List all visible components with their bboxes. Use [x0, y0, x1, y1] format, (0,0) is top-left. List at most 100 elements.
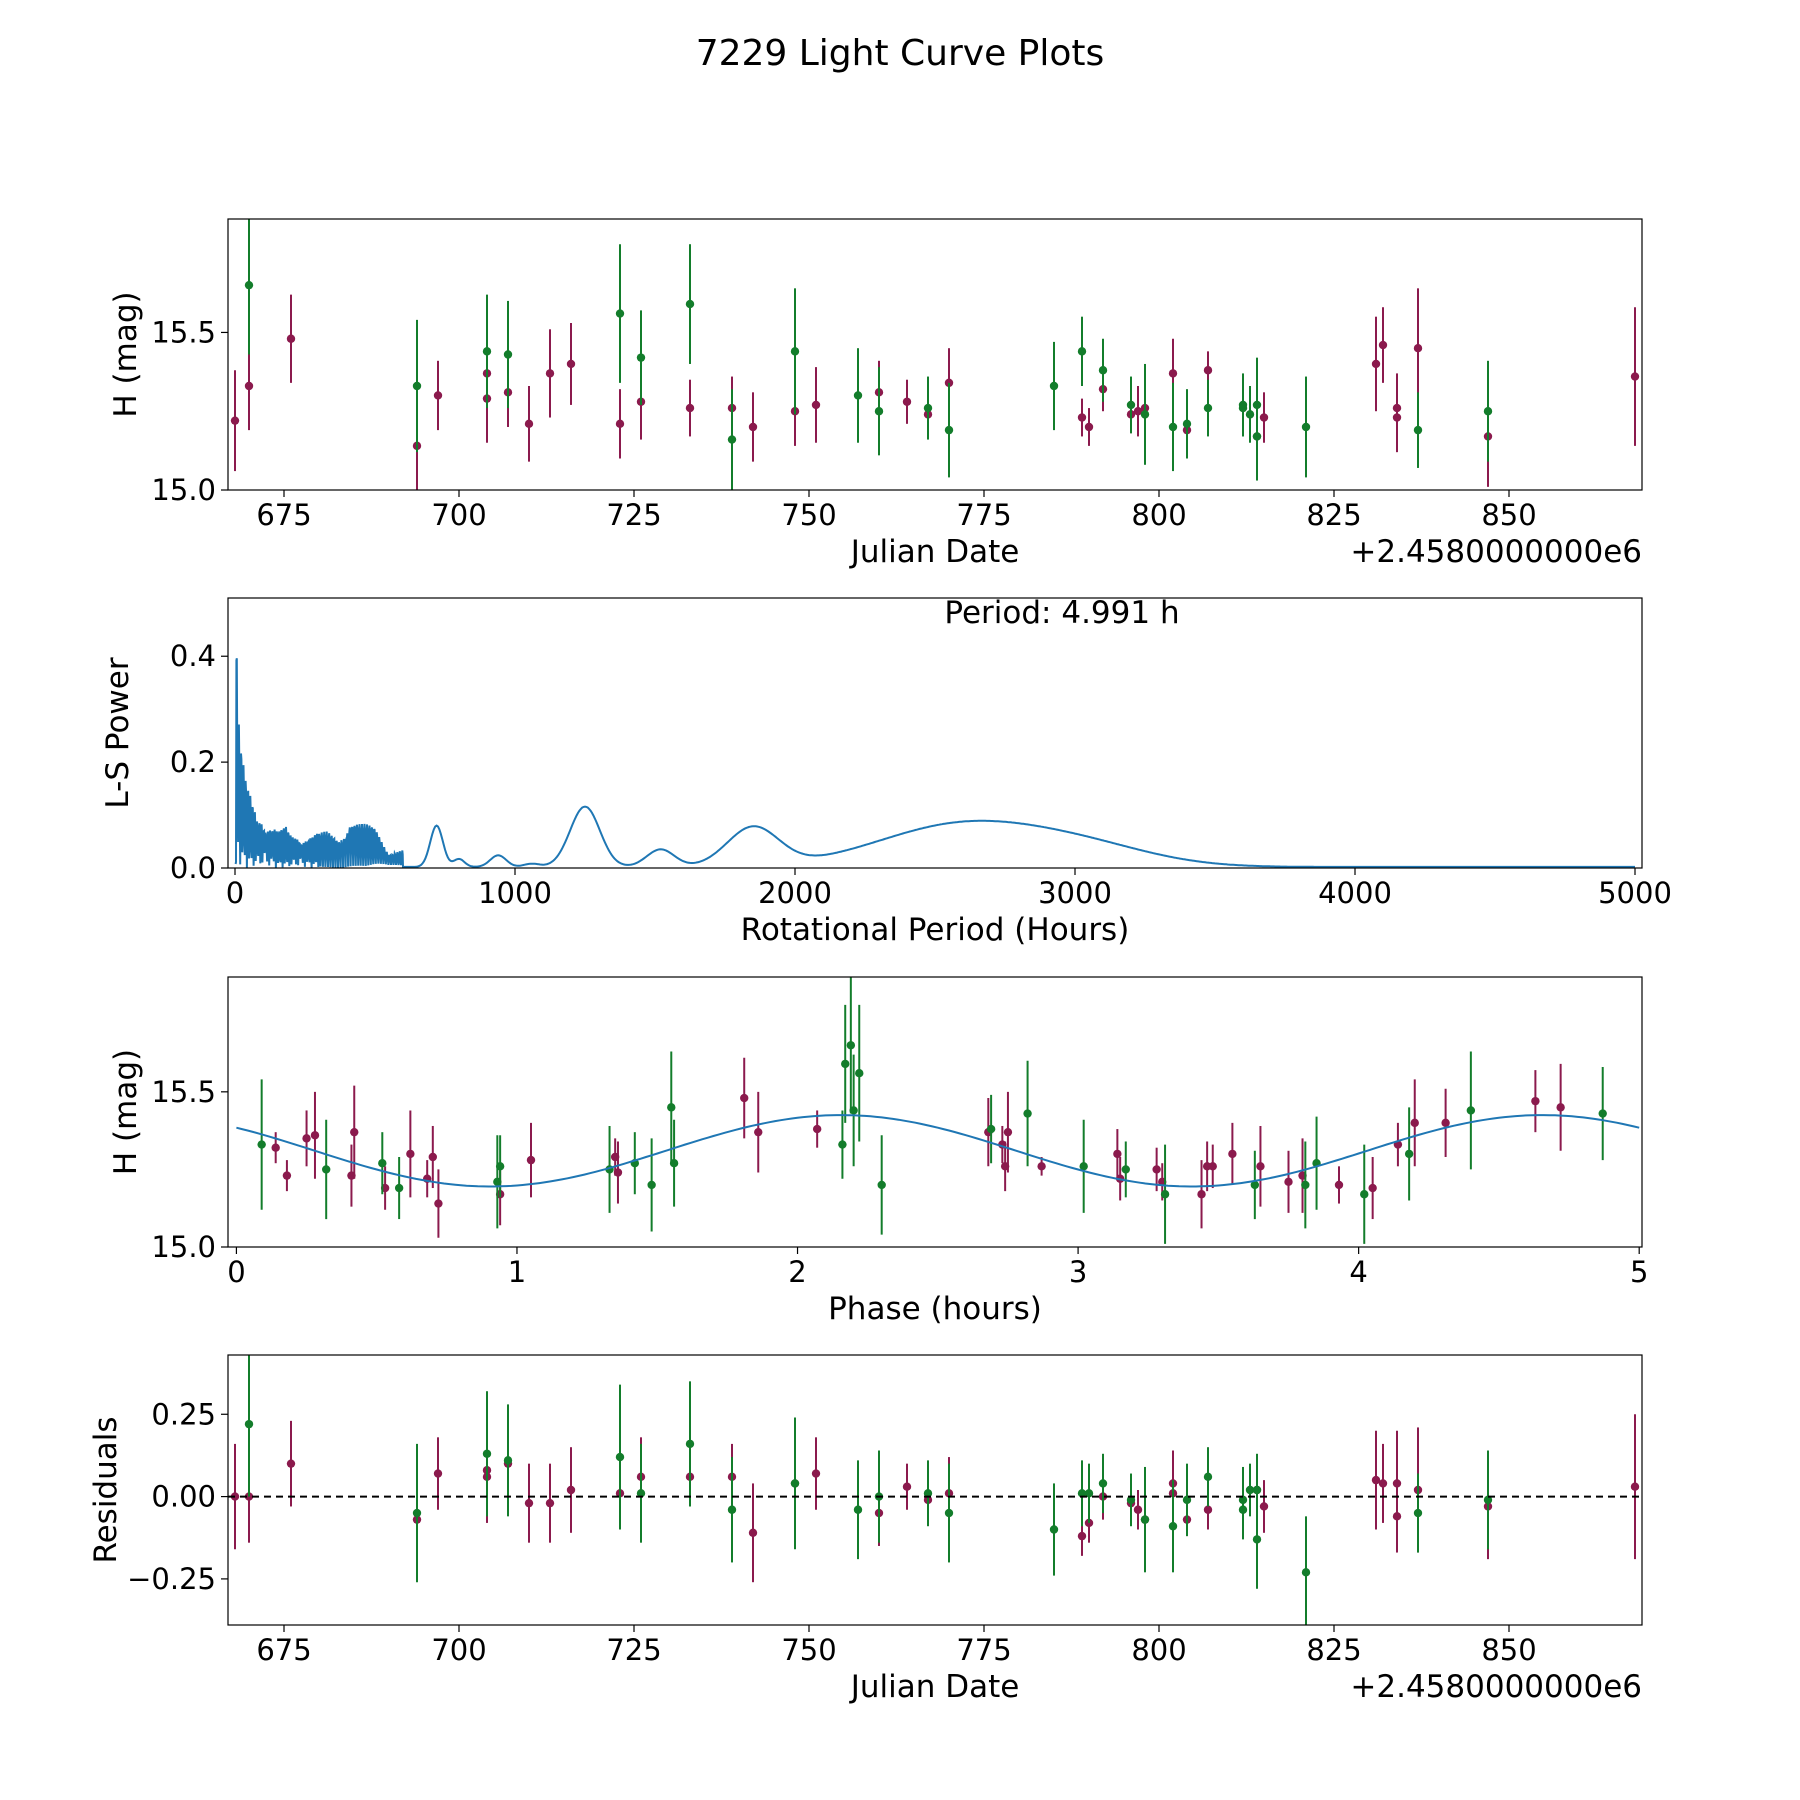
residuals-magenta-point	[1259, 1502, 1269, 1511]
residuals-green-point	[503, 1456, 513, 1465]
residuals-y-tick-label: −0.25	[127, 1562, 216, 1596]
residuals-magenta-point	[524, 1498, 534, 1508]
lightcurve-magenta-point	[1168, 369, 1178, 378]
residuals-green-point	[1203, 1472, 1213, 1482]
residuals-panel: 675 700 725 750 775 800 825 850 −0.25 0.00 0.25 Jul…	[88, 1354, 1643, 1705]
phased-x-tick-label: 4	[1349, 1255, 1367, 1289]
periodogram-data-layer	[234, 658, 1635, 868]
periodogram-y-tick-label: 0.4	[170, 639, 216, 673]
phased-magenta-point	[1368, 1183, 1377, 1193]
lightcurve-magenta-point	[230, 416, 240, 425]
residuals-green-point	[1084, 1489, 1094, 1498]
residuals-green-point	[1049, 1525, 1059, 1534]
lightcurve-green-point	[1126, 400, 1136, 410]
residuals-green-point	[853, 1505, 863, 1514]
residuals-magenta-point	[286, 1459, 296, 1468]
phased-green-point	[1023, 1109, 1032, 1118]
phased-green-point	[495, 1162, 505, 1171]
lightcurve-green-point	[1049, 381, 1059, 391]
lightcurve-green-point	[1168, 422, 1178, 432]
lightcurve-green-point	[503, 350, 513, 359]
residuals-green-point	[1140, 1515, 1150, 1524]
residuals-green-point	[1238, 1505, 1248, 1514]
phased-x-tick-label: 3	[1069, 1255, 1087, 1289]
residuals-x-offset-label: +2.4580000000e6	[1350, 1669, 1642, 1705]
lightcurve-green-point	[790, 347, 800, 356]
phased-magenta-point	[271, 1143, 280, 1152]
periodogram-y-tick-label: 0.0	[170, 851, 216, 885]
lightcurve-green-point	[636, 353, 646, 362]
phased-green-point	[394, 1183, 404, 1193]
residuals-x-tick-label: 850	[1481, 1633, 1536, 1667]
residuals-green-point	[1301, 1568, 1311, 1577]
residuals-green-point	[944, 1508, 954, 1518]
lightcurve-green-point	[1252, 432, 1262, 441]
periodogram-x-tick-label: 1000	[478, 876, 552, 910]
periodogram-power-line	[234, 658, 1635, 868]
lightcurve-green-point	[923, 403, 933, 413]
residuals-magenta-point	[902, 1482, 912, 1491]
lightcurve-magenta-point	[615, 419, 625, 429]
residuals-magenta-point	[545, 1498, 555, 1508]
residuals-green-point	[727, 1505, 737, 1514]
lightcurve-magenta-point	[1371, 359, 1381, 369]
residuals-green-point	[923, 1489, 933, 1498]
lightcurve-magenta-point	[1084, 422, 1094, 432]
lightcurve-magenta-point	[1077, 413, 1087, 422]
lightcurve-green-point	[244, 280, 254, 290]
residuals-green-point	[1245, 1485, 1255, 1495]
residuals-magenta-point	[1378, 1479, 1388, 1488]
phased-magenta-point	[1334, 1180, 1344, 1190]
phased-green-point	[378, 1159, 387, 1168]
lightcurve-green-point	[412, 381, 422, 391]
phased-y-axis-label: H (mag)	[108, 1049, 144, 1175]
phased-green-point	[1598, 1109, 1607, 1118]
lightcurve-x-tick-label: 775	[956, 498, 1011, 532]
phased-y-tick-label: 15.5	[151, 1075, 216, 1109]
lightcurve-green-point	[1245, 410, 1255, 419]
residuals-green-point	[1483, 1495, 1493, 1505]
residuals-green-point	[790, 1479, 800, 1488]
phased-magenta-point	[302, 1134, 311, 1143]
lightcurve-green-point	[1098, 366, 1108, 375]
phased-magenta-point	[812, 1124, 822, 1134]
lightcurve-magenta-point	[811, 400, 821, 410]
residuals-axes-frame	[227, 1354, 1643, 1626]
phased-magenta-point	[1410, 1118, 1419, 1128]
phased-green-point	[257, 1140, 266, 1149]
lightcurve-magenta-point	[1392, 403, 1402, 413]
residuals-data-layer	[228, 1355, 1642, 1625]
lightcurve-magenta-point	[748, 422, 758, 432]
lightcurve-y-axis-label: H (mag)	[108, 291, 144, 417]
phased-magenta-point	[1441, 1118, 1450, 1128]
phased-green-point	[846, 1041, 856, 1050]
phased-magenta-point	[613, 1168, 623, 1177]
phased-magenta-point	[434, 1199, 443, 1208]
periodogram-period-annotation: Period: 4.991 h	[944, 595, 1179, 631]
phased-green-point	[667, 1103, 676, 1112]
residuals-magenta-point	[1077, 1531, 1087, 1541]
phased-y-tick-label: 15.0	[151, 1230, 216, 1264]
periodogram-x-tick-label: 5000	[1598, 876, 1672, 910]
lightcurve-magenta-point	[244, 381, 254, 391]
lightcurve-green-point	[944, 425, 954, 435]
lightcurve-green-point	[1238, 403, 1248, 413]
lightcurve-axes-frame	[227, 218, 1643, 491]
residuals-y-tick-label: 0.25	[151, 1397, 216, 1431]
phased-magenta-point	[1113, 1149, 1122, 1159]
phased-magenta-point	[428, 1152, 438, 1162]
residuals-magenta-point	[1371, 1475, 1381, 1485]
phased-magenta-point	[1197, 1190, 1206, 1199]
residuals-y-axis-label: Residuals	[88, 1416, 124, 1563]
periodogram-x-tick-label: 3000	[1038, 876, 1112, 910]
lightcurve-green-point	[1483, 407, 1493, 416]
residuals-x-tick-label: 825	[1306, 1633, 1361, 1667]
periodogram-x-axis-label: Rotational Period (Hours)	[741, 912, 1130, 948]
phased-green-point	[841, 1059, 850, 1069]
phased-magenta-point	[754, 1127, 763, 1137]
residuals-x-axis-label: Julian Date	[849, 1669, 1020, 1705]
phased-magenta-point	[282, 1171, 292, 1180]
residuals-green-point	[482, 1449, 492, 1458]
residuals-magenta-point	[244, 1492, 254, 1501]
